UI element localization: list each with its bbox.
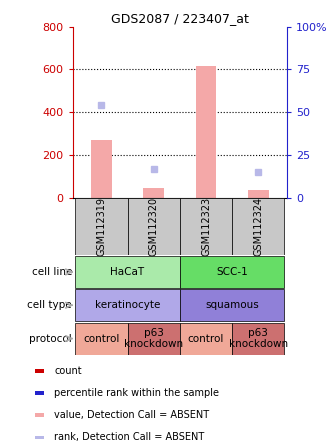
Text: keratinocyte: keratinocyte bbox=[95, 300, 160, 310]
Bar bbox=[127, 198, 180, 255]
Title: GDS2087 / 223407_at: GDS2087 / 223407_at bbox=[111, 12, 249, 25]
Text: GSM112320: GSM112320 bbox=[149, 197, 159, 256]
Text: SCC-1: SCC-1 bbox=[216, 267, 248, 277]
Text: cell line: cell line bbox=[32, 267, 72, 277]
Text: rank, Detection Call = ABSENT: rank, Detection Call = ABSENT bbox=[54, 432, 204, 442]
Bar bbox=[35, 436, 44, 439]
Text: p63
knockdown: p63 knockdown bbox=[229, 328, 288, 349]
Text: HaCaT: HaCaT bbox=[111, 267, 145, 277]
Bar bbox=[75, 198, 127, 255]
Bar bbox=[75, 256, 180, 288]
Text: GSM112324: GSM112324 bbox=[253, 197, 263, 256]
Bar bbox=[180, 289, 284, 321]
Text: value, Detection Call = ABSENT: value, Detection Call = ABSENT bbox=[54, 410, 209, 420]
Bar bbox=[196, 66, 216, 198]
Text: p63
knockdown: p63 knockdown bbox=[124, 328, 183, 349]
Bar bbox=[143, 188, 164, 198]
Bar bbox=[75, 322, 127, 354]
Text: GSM112323: GSM112323 bbox=[201, 197, 211, 256]
Text: protocol: protocol bbox=[29, 333, 72, 344]
Text: cell type: cell type bbox=[27, 300, 72, 310]
Bar bbox=[232, 322, 284, 354]
Text: GSM112319: GSM112319 bbox=[96, 197, 106, 256]
Bar bbox=[180, 256, 284, 288]
Bar bbox=[232, 198, 284, 255]
Bar bbox=[248, 190, 269, 198]
Bar bbox=[180, 198, 232, 255]
Text: count: count bbox=[54, 366, 82, 376]
Bar bbox=[91, 140, 112, 198]
Bar bbox=[180, 322, 232, 354]
Bar bbox=[127, 322, 180, 354]
Bar bbox=[35, 369, 44, 373]
Text: control: control bbox=[188, 333, 224, 344]
Text: percentile rank within the sample: percentile rank within the sample bbox=[54, 388, 219, 398]
Bar bbox=[35, 391, 44, 395]
Bar bbox=[35, 413, 44, 417]
Bar bbox=[75, 289, 180, 321]
Text: squamous: squamous bbox=[205, 300, 259, 310]
Text: control: control bbox=[83, 333, 119, 344]
